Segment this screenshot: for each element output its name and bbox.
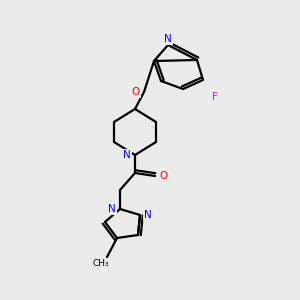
Text: O: O	[159, 171, 167, 181]
Text: N: N	[108, 204, 116, 214]
Text: F: F	[212, 92, 218, 102]
Text: O: O	[132, 87, 140, 97]
Text: N: N	[164, 34, 172, 44]
Text: CH₃: CH₃	[93, 259, 109, 268]
Text: N: N	[123, 150, 131, 160]
Text: N: N	[144, 210, 152, 220]
